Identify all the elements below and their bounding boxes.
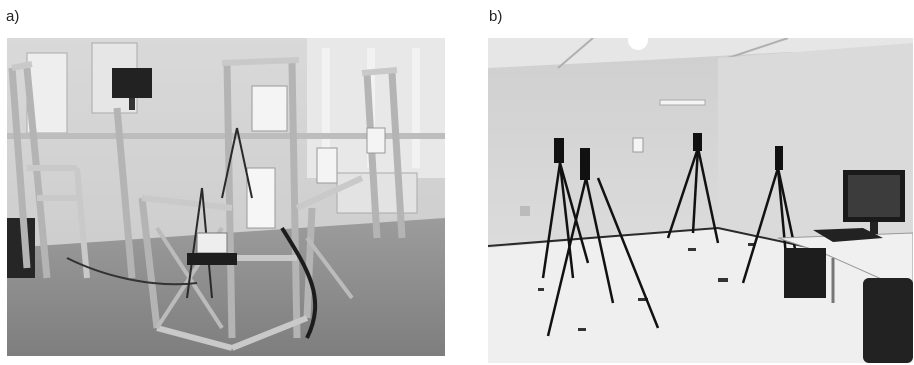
panel-b-label: b) <box>489 8 503 25</box>
panel-a-label: a) <box>6 8 20 25</box>
photo-b-tripod-room <box>488 38 913 363</box>
photo-a-aluminum-frame-rig <box>7 38 445 356</box>
